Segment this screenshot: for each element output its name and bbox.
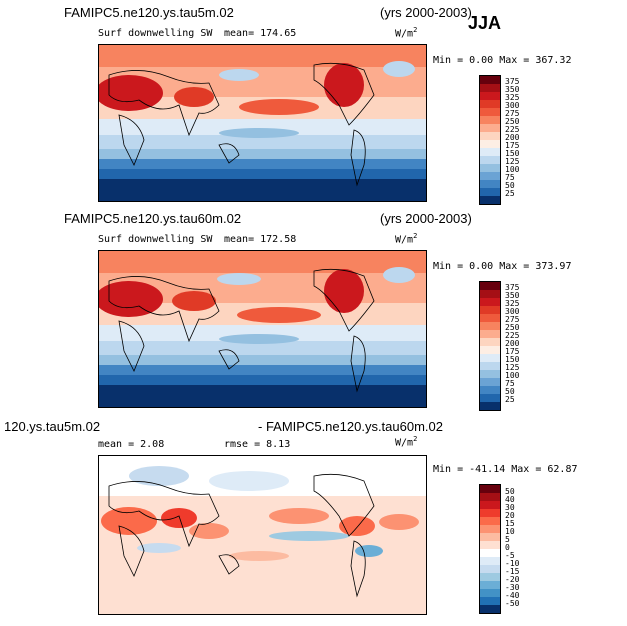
panel2-units: W/m2 <box>395 232 418 246</box>
panel1-field <box>99 45 426 201</box>
panel3-mean: mean = 2.08 <box>98 439 165 450</box>
panel3-rmse: rmse = 8.13 <box>224 439 291 450</box>
panel2-title: FAMIPC5.ne120.ys.tau60m.02 <box>64 211 242 226</box>
panel2-tick: 100 <box>505 371 520 380</box>
panel2-years: (yrs 2000-2003) <box>380 211 472 226</box>
panel2-tick: 350 <box>505 291 520 300</box>
panel2-minmax: Min = 0.00 Max = 373.97 <box>433 261 572 272</box>
panel2-tick: 75 <box>505 379 515 388</box>
panel2-colorbar <box>479 281 501 411</box>
panel1-tick: 50 <box>505 181 515 190</box>
panel3-tick: 0 <box>505 543 510 552</box>
panel1-title: FAMIPC5.ne120.ys.tau5m.02 <box>64 5 234 20</box>
panel1-tick: 25 <box>505 189 515 198</box>
panel3-tick: -15 <box>505 567 520 576</box>
panel3-colorbar-swatches <box>480 485 500 613</box>
panel1-tick: 175 <box>505 141 520 150</box>
panel3-map <box>98 455 427 615</box>
panel1-colorbar <box>479 75 501 205</box>
panel2-tick: 375 <box>505 283 520 292</box>
season-label: JJA <box>468 13 502 33</box>
panel1-tick: 150 <box>505 149 520 158</box>
panel2-tick: 150 <box>505 355 520 364</box>
panel3-tick: 40 <box>505 495 515 504</box>
panel2-tick: 125 <box>505 363 520 372</box>
panel1-map <box>98 44 427 202</box>
panel3-tick: 5 <box>505 535 510 544</box>
panel1-tick: 125 <box>505 157 520 166</box>
panel1-tick: 250 <box>505 117 520 126</box>
panel2-tick: 250 <box>505 323 520 332</box>
panel3-tick: -30 <box>505 583 520 592</box>
panel1-tick: 275 <box>505 109 520 118</box>
panel1-mean: mean= 174.65 <box>224 28 297 39</box>
panel2-tick: 300 <box>505 307 520 316</box>
panel3-tick: 10 <box>505 527 515 536</box>
panel3-title-left: 120.ys.tau5m.02 <box>4 419 101 434</box>
panel2-mean: mean= 172.58 <box>224 234 297 245</box>
panel3-tick: 50 <box>505 487 515 496</box>
panel1-tick: 75 <box>505 173 515 182</box>
panel3-title-right: - FAMIPC5.ne120.ys.tau60m.02 <box>258 419 443 434</box>
panel3-minmax: Min = -41.14 Max = 62.87 <box>433 464 578 475</box>
panel1-colorbar-swatches <box>480 76 500 204</box>
panel1-tick: 350 <box>505 85 520 94</box>
panel1-variable: Surf downwelling SW <box>98 28 213 39</box>
panel1-years: (yrs 2000-2003) <box>380 5 472 20</box>
panel3-tick: -20 <box>505 575 520 584</box>
panel3-tick: -10 <box>505 559 520 568</box>
panel1-tick: 300 <box>505 101 520 110</box>
panel3-units: W/m2 <box>395 435 418 449</box>
panel3-tick: 30 <box>505 503 515 512</box>
panel1-units: W/m2 <box>395 26 418 40</box>
panel1-tick: 200 <box>505 133 520 142</box>
panel2-tick: 50 <box>505 387 515 396</box>
panel3-tick: 20 <box>505 511 515 520</box>
panel2-tick: 225 <box>505 331 520 340</box>
panel3-tick: -5 <box>505 551 515 560</box>
panel1-tick: 100 <box>505 165 520 174</box>
panel2-tick: 25 <box>505 395 515 404</box>
panel2-map <box>98 250 427 408</box>
panel3-field <box>99 456 426 614</box>
panel3-tick: -50 <box>505 599 520 608</box>
panel2-tick: 175 <box>505 347 520 356</box>
panel1-tick: 325 <box>505 93 520 102</box>
panel2-variable: Surf downwelling SW <box>98 234 213 245</box>
panel3-tick: -40 <box>505 591 520 600</box>
panel1-minmax: Min = 0.00 Max = 367.32 <box>433 55 572 66</box>
panel2-tick: 275 <box>505 315 520 324</box>
panel1-tick: 375 <box>505 77 520 86</box>
panel2-tick: 200 <box>505 339 520 348</box>
panel2-tick: 325 <box>505 299 520 308</box>
panel3-colorbar <box>479 484 501 614</box>
panel2-field <box>99 251 426 407</box>
panel3-tick: 15 <box>505 519 515 528</box>
panel2-colorbar-swatches <box>480 282 500 410</box>
panel1-tick: 225 <box>505 125 520 134</box>
